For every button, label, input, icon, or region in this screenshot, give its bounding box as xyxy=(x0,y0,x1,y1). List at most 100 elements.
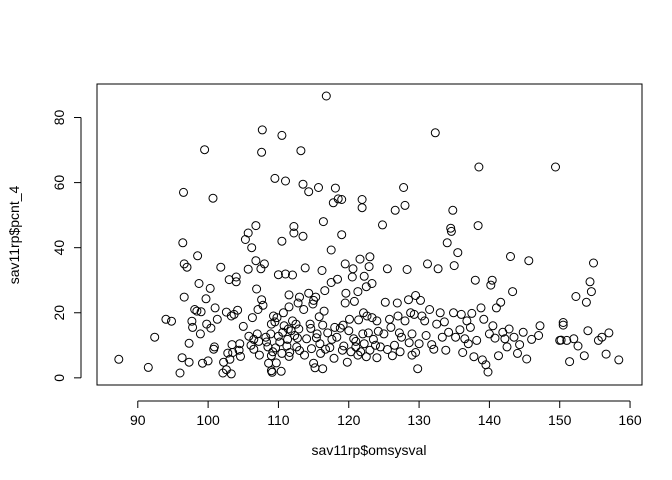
data-point xyxy=(296,146,306,156)
data-point xyxy=(399,183,409,192)
data-point xyxy=(551,162,560,172)
data-point xyxy=(317,266,327,275)
y-tick-label: 0 xyxy=(51,374,67,382)
data-point xyxy=(387,351,397,361)
data-point xyxy=(339,341,349,351)
data-point xyxy=(299,305,309,314)
y-axis: 0 20 40 60 80 xyxy=(51,110,82,382)
data-point xyxy=(349,334,359,344)
data-point xyxy=(417,311,427,321)
data-point xyxy=(393,311,403,321)
data-point xyxy=(413,364,423,374)
data-point xyxy=(439,317,449,327)
data-point xyxy=(257,125,267,135)
data-point xyxy=(187,316,197,326)
data-point xyxy=(236,351,245,361)
data-point xyxy=(414,339,424,349)
data-point xyxy=(372,316,382,326)
data-point xyxy=(205,283,215,293)
data-point xyxy=(483,367,493,377)
data-point xyxy=(333,274,342,284)
data-point xyxy=(182,262,192,272)
data-point xyxy=(190,305,200,314)
data-point xyxy=(206,323,216,333)
data-point xyxy=(380,297,390,307)
data-point xyxy=(451,332,461,342)
data-point xyxy=(390,205,400,215)
data-point xyxy=(469,352,479,362)
data-point xyxy=(597,332,607,342)
data-point xyxy=(385,314,394,324)
data-point xyxy=(310,363,320,373)
data-point xyxy=(427,340,437,350)
data-point xyxy=(272,313,282,323)
data-point xyxy=(267,367,277,377)
data-point xyxy=(114,354,124,364)
data-point xyxy=(309,358,319,368)
data-point xyxy=(167,316,176,326)
data-point xyxy=(200,145,210,155)
data-point xyxy=(323,328,333,338)
data-point xyxy=(307,344,316,354)
data-point xyxy=(228,348,238,357)
data-point xyxy=(402,265,412,274)
data-point xyxy=(314,312,324,322)
data-point xyxy=(585,277,595,287)
data-point xyxy=(513,348,522,358)
data-point xyxy=(500,334,510,344)
data-point xyxy=(238,321,248,331)
y-axis-title: sav11rp$pcnt_4 xyxy=(6,185,22,284)
data-point xyxy=(332,332,342,342)
data-point xyxy=(569,334,579,344)
data-point xyxy=(276,366,286,376)
data-point xyxy=(565,357,575,367)
data-point xyxy=(467,308,477,318)
data-point xyxy=(589,258,598,268)
data-point xyxy=(259,259,269,269)
data-point xyxy=(390,340,399,350)
data-point xyxy=(382,264,392,274)
data-point xyxy=(198,358,207,368)
data-point xyxy=(179,259,189,269)
data-point xyxy=(484,329,494,339)
data-point xyxy=(188,322,198,332)
data-point xyxy=(449,308,458,318)
data-point xyxy=(479,314,489,324)
data-point xyxy=(312,329,322,339)
data-point xyxy=(318,320,328,330)
data-point xyxy=(291,319,301,329)
data-point xyxy=(337,195,347,204)
data-point xyxy=(150,332,160,342)
data-point xyxy=(179,292,189,302)
data-point xyxy=(395,347,405,357)
data-point xyxy=(234,345,244,355)
data-point xyxy=(305,319,315,329)
data-point xyxy=(397,332,406,342)
data-point xyxy=(231,272,241,282)
data-point xyxy=(515,340,525,350)
data-point xyxy=(425,305,435,314)
data-point xyxy=(320,286,330,296)
data-point xyxy=(446,226,456,236)
data-point xyxy=(400,316,410,326)
data-point xyxy=(433,264,443,274)
data-point xyxy=(382,345,392,354)
data-point xyxy=(348,264,358,274)
data-point xyxy=(193,251,203,261)
x-axis-title: sav11rp$omsysval xyxy=(312,442,427,458)
y-tick-label: 40 xyxy=(51,240,67,256)
data-point xyxy=(284,290,294,300)
data-point xyxy=(306,323,316,333)
data-point xyxy=(319,306,329,316)
data-point xyxy=(304,187,314,197)
data-point xyxy=(277,236,287,246)
data-point xyxy=(486,280,496,290)
data-point xyxy=(247,313,257,323)
data-point xyxy=(353,287,363,297)
data-point xyxy=(251,221,261,231)
data-point xyxy=(448,205,458,215)
data-point xyxy=(295,292,304,302)
data-point xyxy=(209,342,219,352)
data-point xyxy=(416,295,425,305)
data-point xyxy=(289,222,299,231)
